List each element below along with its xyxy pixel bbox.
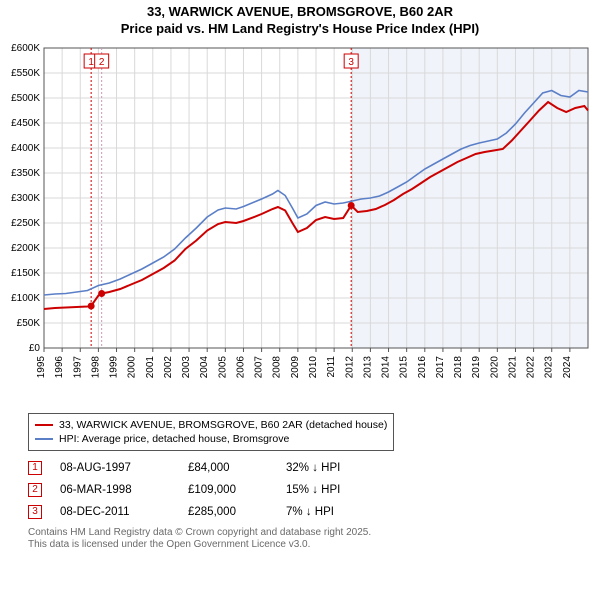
xtick-label: 2009	[290, 355, 301, 378]
ytick-label: £400K	[11, 143, 40, 154]
legend-label: HPI: Average price, detached house, Brom…	[59, 433, 289, 445]
chart-area: £0 £50K £100K £150K £200K £250K £300K £350K £400…	[0, 44, 600, 409]
events-table: 1 08-AUG-1997 £84,000 32% ↓ HPI 2 06-MAR-1998…	[28, 457, 572, 523]
ytick-label: £200K	[11, 243, 40, 254]
title-line-2: Price paid vs. HM Land Registry's House …	[0, 21, 600, 38]
xtick-label: 2020	[489, 355, 500, 378]
xtick-label: 2005	[217, 355, 228, 378]
xtick-label: 1995	[36, 355, 47, 378]
event-pct: 32% ↓ HPI	[286, 462, 340, 474]
xtick-label: 1996	[54, 355, 65, 378]
xtick-label: 2015	[399, 355, 410, 378]
event-date: 08-DEC-2011	[60, 506, 170, 518]
title-block: 33, WARWICK AVENUE, BROMSGROVE, B60 2AR …	[0, 0, 600, 38]
xtick-label: 2022	[526, 355, 537, 378]
xtick-label: 1998	[90, 355, 101, 378]
legend-row: 33, WARWICK AVENUE, BROMSGROVE, B60 2AR …	[35, 418, 387, 432]
ytick-label: £500K	[11, 93, 40, 104]
xtick-label: 2007	[254, 355, 265, 378]
ytick-label: £350K	[11, 168, 40, 179]
ytick-label: £300K	[11, 193, 40, 204]
marker-id: 1	[88, 57, 94, 68]
legend: 33, WARWICK AVENUE, BROMSGROVE, B60 2AR …	[28, 413, 394, 451]
event-price: £285,000	[188, 506, 268, 518]
xtick-label: 2024	[562, 355, 573, 378]
legend-row: HPI: Average price, detached house, Brom…	[35, 432, 387, 446]
xtick-label: 2006	[235, 355, 246, 378]
xtick-label: 2004	[199, 355, 210, 378]
legend-swatch	[35, 438, 53, 440]
marker-point	[98, 290, 105, 297]
ytick-label: £550K	[11, 68, 40, 79]
xtick-label: 2014	[381, 355, 392, 378]
marker-id: 3	[348, 57, 354, 68]
xtick-label: 2000	[127, 355, 138, 378]
xtick-label: 2018	[453, 355, 464, 378]
ytick-label: £250K	[11, 218, 40, 229]
event-marker: 3	[28, 505, 42, 519]
xtick-label: 2019	[471, 355, 482, 378]
event-pct: 7% ↓ HPI	[286, 506, 334, 518]
ytick-label: £0	[29, 343, 41, 354]
ytick-label: £100K	[11, 293, 40, 304]
event-date: 08-AUG-1997	[60, 462, 170, 474]
xtick-label: 2023	[544, 355, 555, 378]
xtick-label: 2011	[326, 355, 337, 377]
license-line-2: This data is licensed under the Open Gov…	[28, 539, 572, 552]
event-date: 06-MAR-1998	[60, 484, 170, 496]
xtick-label: 2003	[181, 355, 192, 378]
event-price: £109,000	[188, 484, 268, 496]
ytick-label: £50K	[17, 318, 41, 329]
event-marker: 1	[28, 461, 42, 475]
license-line-1: Contains HM Land Registry data © Crown c…	[28, 527, 572, 540]
marker-point	[88, 302, 95, 309]
xtick-label: 2017	[435, 355, 446, 378]
license-text: Contains HM Land Registry data © Crown c…	[28, 527, 572, 552]
xtick-label: 2008	[272, 355, 283, 378]
event-price: £84,000	[188, 462, 268, 474]
price-chart: £0 £50K £100K £150K £200K £250K £300K £350K £400…	[0, 44, 600, 404]
event-marker: 2	[28, 483, 42, 497]
xtick-label: 2002	[163, 355, 174, 378]
legend-swatch	[35, 424, 53, 426]
xtick-label: 2021	[507, 355, 518, 378]
xtick-label: 1997	[72, 355, 83, 378]
title-line-1: 33, WARWICK AVENUE, BROMSGROVE, B60 2AR	[0, 4, 600, 21]
xtick-label: 2010	[308, 355, 319, 378]
ytick-label: £150K	[11, 268, 40, 279]
legend-label: 33, WARWICK AVENUE, BROMSGROVE, B60 2AR …	[59, 419, 387, 431]
xtick-label: 2013	[362, 355, 373, 378]
event-row: 3 08-DEC-2011 £285,000 7% ↓ HPI	[28, 501, 572, 523]
event-row: 2 06-MAR-1998 £109,000 15% ↓ HPI	[28, 479, 572, 501]
xtick-label: 2001	[145, 355, 156, 378]
ytick-label: £600K	[11, 44, 40, 54]
event-row: 1 08-AUG-1997 £84,000 32% ↓ HPI	[28, 457, 572, 479]
marker-point	[348, 202, 355, 209]
ytick-label: £450K	[11, 118, 40, 129]
marker-id: 2	[99, 57, 105, 68]
event-pct: 15% ↓ HPI	[286, 484, 340, 496]
xtick-label: 2016	[417, 355, 428, 378]
xtick-label: 1999	[109, 355, 120, 378]
xtick-label: 2012	[344, 355, 355, 378]
